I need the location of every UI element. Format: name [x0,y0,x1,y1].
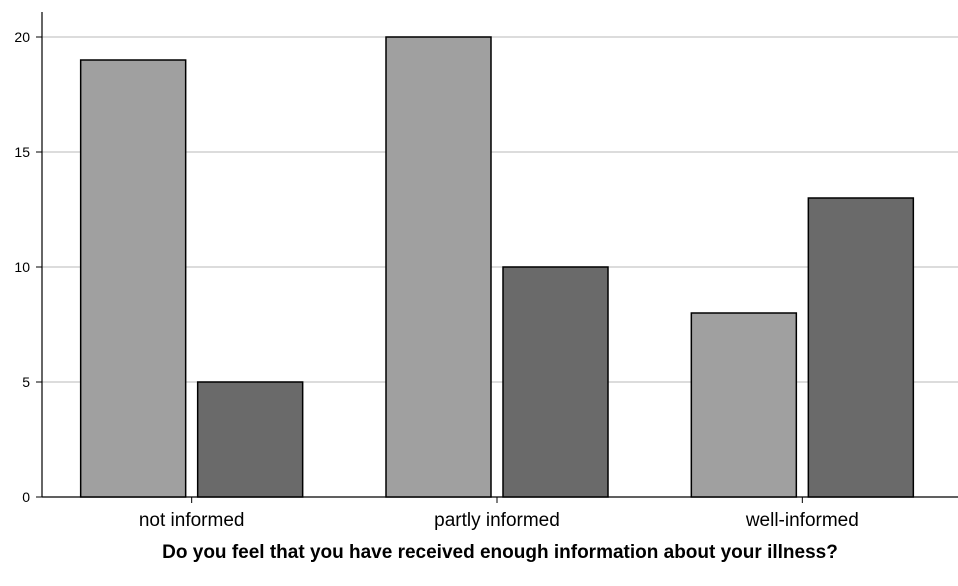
x-tick-label-well-informed: well-informed [745,510,859,531]
y-tick-label-20: 20 [14,29,30,45]
x-axis-title: Do you feel that you have received enoug… [162,542,838,563]
bar-partly-informed-series-2 [502,266,609,498]
bar-well-informed-series-1 [690,312,798,498]
y-tick-label-10: 10 [14,259,30,275]
y-tick-label-0: 0 [22,489,30,505]
x-tick-label-partly-informed: partly informed [434,510,560,531]
x-tick-label-not-informed: not informed [139,510,245,531]
bar-partly-informed-series-1 [385,36,492,498]
bar-not-informed-series-1 [79,59,187,498]
y-tick-label-5: 5 [22,374,30,390]
bar-well-informed-series-2 [807,197,915,498]
bar-not-informed-series-2 [196,381,304,498]
y-tick-label-15: 15 [14,144,30,160]
